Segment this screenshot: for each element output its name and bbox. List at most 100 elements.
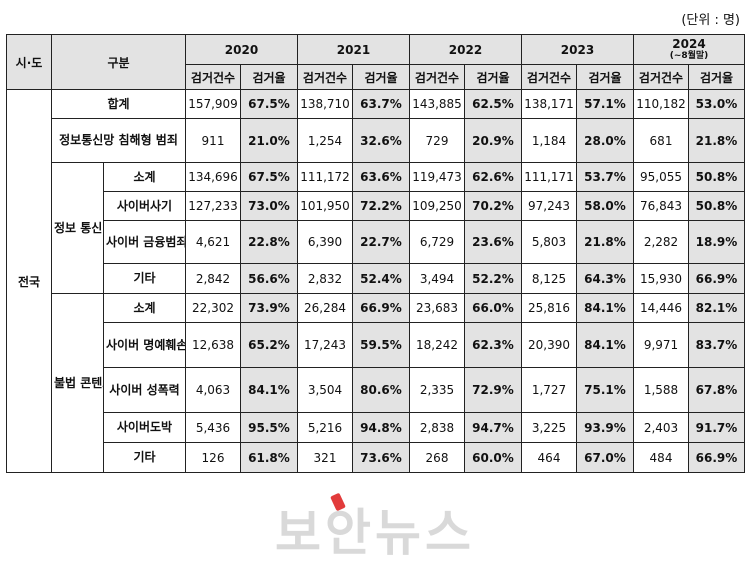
- rate-cell: 53.7%: [576, 162, 634, 192]
- category-cell: 불법 콘텐츠 범죄: [51, 293, 104, 473]
- rate-cell: 21.8%: [576, 220, 634, 264]
- count-cell: 911: [185, 118, 241, 163]
- rate-cell: 63.7%: [352, 89, 410, 119]
- count-header: 검거건수: [409, 64, 465, 90]
- count-cell: 12,638: [185, 322, 241, 368]
- category-header: 구분: [51, 34, 186, 90]
- rate-cell: 22.7%: [352, 220, 410, 264]
- rate-cell: 66.9%: [688, 263, 745, 294]
- rate-cell: 83.7%: [688, 322, 745, 368]
- count-cell: 3,225: [521, 412, 577, 443]
- rate-cell: 60.0%: [464, 442, 522, 473]
- count-cell: 157,909: [185, 89, 241, 119]
- count-cell: 2,403: [633, 412, 689, 443]
- rate-cell: 56.6%: [240, 263, 298, 294]
- count-cell: 484: [633, 442, 689, 473]
- unit-label: (단위 : 명): [681, 13, 740, 28]
- count-header: 검거건수: [521, 64, 577, 90]
- rate-cell: 73.9%: [240, 293, 298, 323]
- count-cell: 101,950: [297, 191, 353, 221]
- count-cell: 2,335: [409, 367, 465, 413]
- count-header: 검거건수: [633, 64, 689, 90]
- rate-cell: 63.6%: [352, 162, 410, 192]
- count-cell: 5,803: [521, 220, 577, 264]
- rate-cell: 53.0%: [688, 89, 745, 119]
- category-cell: 정보 통신망 이용형 범죄: [51, 162, 104, 294]
- count-cell: 22,302: [185, 293, 241, 323]
- count-cell: 110,182: [633, 89, 689, 119]
- count-cell: 134,696: [185, 162, 241, 192]
- count-cell: 464: [521, 442, 577, 473]
- count-cell: 109,250: [409, 191, 465, 221]
- count-cell: 8,125: [521, 263, 577, 294]
- rate-cell: 52.2%: [464, 263, 522, 294]
- rate-cell: 62.6%: [464, 162, 522, 192]
- rate-header: 검거율: [464, 64, 522, 90]
- count-header: 검거건수: [185, 64, 241, 90]
- count-header: 검거건수: [297, 64, 353, 90]
- rate-cell: 61.8%: [240, 442, 298, 473]
- rate-cell: 59.5%: [352, 322, 410, 368]
- rate-cell: 65.2%: [240, 322, 298, 368]
- rate-cell: 28.0%: [576, 118, 634, 163]
- table-row: 기타 2,842 56.6% 2,832 52.4% 3,494 52.2% 8,125 64.…: [7, 263, 745, 294]
- count-cell: 95,055: [633, 162, 689, 192]
- row-label: 사이버도박: [103, 412, 186, 443]
- row-label: 사이버사기: [103, 191, 186, 221]
- row-label: 기타: [103, 263, 186, 294]
- count-cell: 1,254: [297, 118, 353, 163]
- region-cell: 전국: [6, 89, 52, 473]
- rate-cell: 80.6%: [352, 367, 410, 413]
- count-cell: 6,729: [409, 220, 465, 264]
- rate-cell: 70.2%: [464, 191, 522, 221]
- count-cell: 143,885: [409, 89, 465, 119]
- rate-cell: 64.3%: [576, 263, 634, 294]
- year-header: 2021: [297, 34, 410, 65]
- rate-cell: 84.1%: [576, 293, 634, 323]
- rate-cell: 84.1%: [576, 322, 634, 368]
- count-cell: 6,390: [297, 220, 353, 264]
- count-cell: 2,282: [633, 220, 689, 264]
- year-header-2024: 2024 (~8월말): [633, 34, 745, 65]
- rate-cell: 62.5%: [464, 89, 522, 119]
- count-cell: 1,727: [521, 367, 577, 413]
- table-row: 불법 콘텐츠 범죄소계22,30273.9%26,28466.9%23,6836…: [7, 293, 745, 473]
- year-header: 2023: [521, 34, 634, 65]
- rate-cell: 62.3%: [464, 322, 522, 368]
- row-label: 사이버 성폭력: [103, 367, 186, 413]
- row-label: 사이버 금융범죄: [103, 220, 186, 264]
- count-cell: 119,473: [409, 162, 465, 192]
- count-cell: 321: [297, 442, 353, 473]
- rate-cell: 52.4%: [352, 263, 410, 294]
- count-cell: 2,832: [297, 263, 353, 294]
- rate-cell: 67.8%: [688, 367, 745, 413]
- count-cell: 127,233: [185, 191, 241, 221]
- rate-cell: 82.1%: [688, 293, 745, 323]
- rate-cell: 95.5%: [240, 412, 298, 443]
- table-row: 기타 126 61.8% 321 73.6% 268 60.0% 464 67.0% 484 66.…: [7, 442, 745, 473]
- year-header: 2020: [185, 34, 298, 65]
- count-cell: 111,171: [521, 162, 577, 192]
- rate-cell: 91.7%: [688, 412, 745, 443]
- table-row: 정보 통신망 이용형 범죄소계134,69667.5%111,17263.6%1…: [7, 162, 745, 294]
- count-cell: 126: [185, 442, 241, 473]
- count-cell: 20,390: [521, 322, 577, 368]
- count-cell: 23,683: [409, 293, 465, 323]
- watermark-logo: 보안뉴스: [275, 504, 475, 562]
- rate-header: 검거율: [576, 64, 634, 90]
- count-cell: 2,842: [185, 263, 241, 294]
- count-cell: 1,184: [521, 118, 577, 163]
- count-cell: 4,621: [185, 220, 241, 264]
- count-cell: 26,284: [297, 293, 353, 323]
- rate-cell: 21.0%: [240, 118, 298, 163]
- count-cell: 138,171: [521, 89, 577, 119]
- rate-cell: 67.5%: [240, 162, 298, 192]
- table-row: 사이버도박 5,436 95.5% 5,216 94.8% 2,838 94.7% 3,225…: [7, 412, 745, 443]
- rate-cell: 73.0%: [240, 191, 298, 221]
- row-label: 사이버 명예훼손: [103, 322, 186, 368]
- rate-cell: 67.0%: [576, 442, 634, 473]
- rate-cell: 93.9%: [576, 412, 634, 443]
- rate-header: 검거율: [240, 64, 298, 90]
- year-note: (~8월말): [669, 50, 709, 61]
- count-cell: 9,971: [633, 322, 689, 368]
